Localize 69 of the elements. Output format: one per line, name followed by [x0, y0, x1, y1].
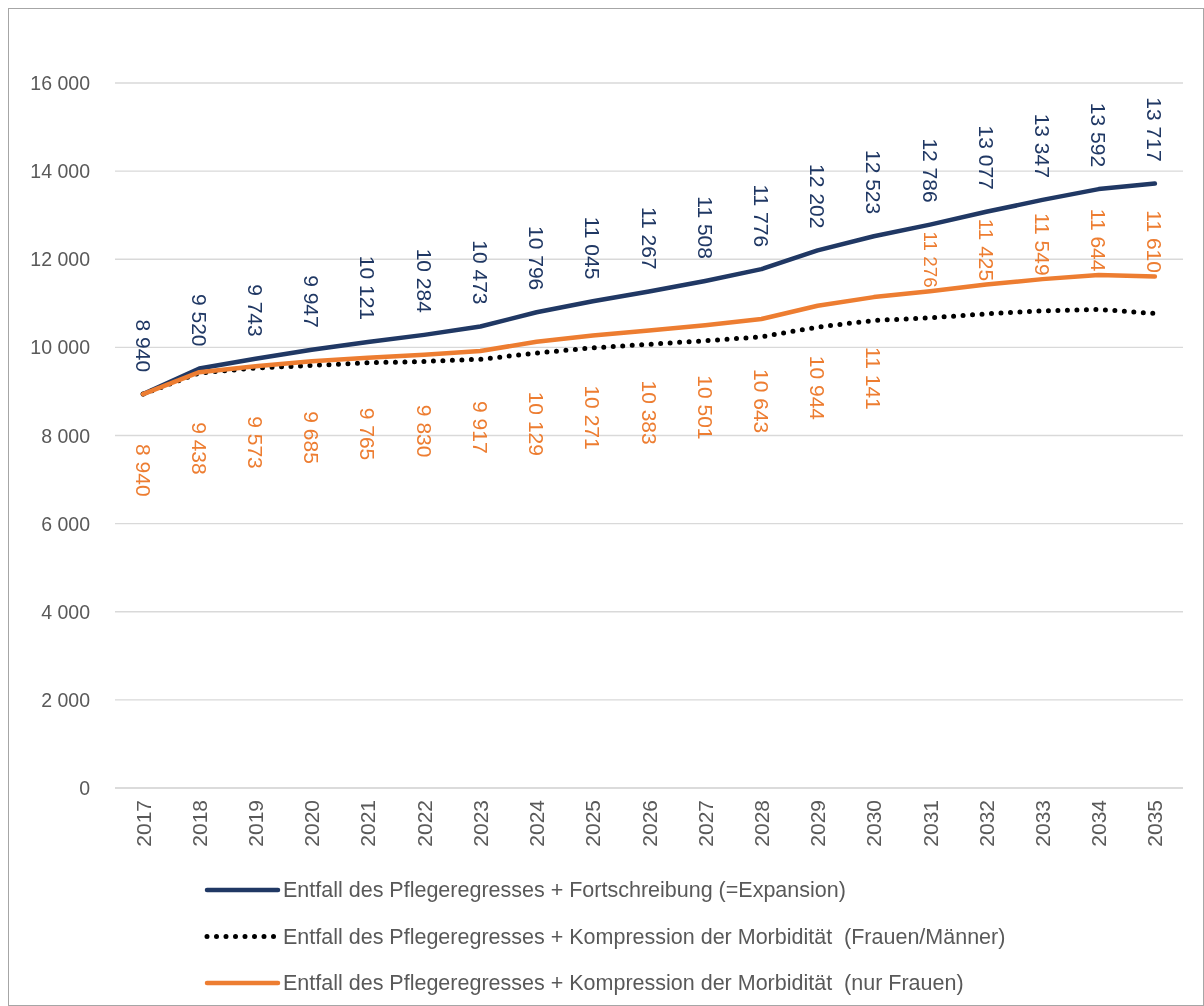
x-tick-label: 2019	[244, 800, 268, 847]
data-label: 9 947	[300, 275, 324, 328]
legend-label: Entfall des Pflegeregresses + Kompression der Morbidität (Frauen/Männer)	[283, 924, 1006, 949]
data-label: 10 501	[693, 375, 717, 440]
data-label: 11 644	[1087, 208, 1111, 272]
data-label: 10 121	[356, 255, 380, 321]
x-tick-label: 2022	[412, 800, 436, 847]
x-tick-label: 2029	[806, 800, 830, 847]
x-tick-label: 2031	[918, 800, 942, 847]
data-label: 11 276	[919, 231, 941, 288]
data-label: 9 573	[244, 416, 268, 469]
x-tick-label: 2023	[468, 800, 492, 847]
data-label: 13 592	[1087, 102, 1111, 168]
data-label: 12 523	[862, 149, 886, 215]
data-label: 11 610	[1143, 210, 1167, 273]
x-tick-label: 2026	[637, 800, 661, 847]
data-label: 9 765	[356, 407, 380, 461]
data-label: 9 685	[300, 411, 324, 464]
data-label: 11 045	[581, 216, 605, 280]
y-tick-label: 14 000	[30, 160, 91, 183]
data-label: 9 917	[468, 401, 492, 454]
x-tick-label: 2030	[862, 800, 886, 847]
legend-label: Entfall des Pflegeregresses + Fortschreibung (=Expansion)	[283, 878, 846, 902]
data-label: 10 271	[581, 385, 605, 450]
y-tick-label: 10 000	[30, 336, 91, 359]
data-label: 12 202	[806, 164, 830, 229]
data-label: 9 438	[187, 422, 211, 475]
data-label: 11 776	[749, 184, 773, 248]
data-label: 10 944	[806, 355, 830, 421]
x-tick-label: 2033	[1030, 800, 1054, 847]
x-tick-label: 2017	[131, 800, 155, 847]
x-tick-label: 2020	[300, 800, 324, 847]
data-label: 9 830	[412, 404, 436, 458]
data-label: 13 717	[1143, 97, 1167, 162]
y-tick-label: 0	[79, 777, 91, 799]
y-tick-label: 2 000	[41, 688, 91, 711]
data-label: 13 077	[974, 125, 998, 190]
data-label: 11 508	[693, 196, 717, 259]
data-label: 10 129	[525, 391, 549, 456]
data-label: 8 940	[131, 319, 155, 373]
data-label: 11 425	[974, 218, 998, 282]
x-tick-label: 2025	[581, 800, 605, 847]
data-label: 11 549	[1030, 212, 1054, 276]
y-tick-label: 4 000	[41, 600, 91, 623]
data-label: 8 940	[131, 444, 155, 497]
data-label: 13 347	[1030, 113, 1054, 178]
y-tick-label: 8 000	[41, 424, 91, 447]
legend-label: Entfall des Pflegeregresses + Kompression der Morbidität (nur Frauen)	[283, 971, 964, 995]
y-tick-label: 16 000	[30, 72, 91, 94]
data-label: 12 786	[918, 138, 942, 203]
x-tick-label: 2024	[525, 799, 549, 847]
x-tick-label: 2027	[693, 800, 717, 847]
x-tick-label: 2034	[1087, 799, 1111, 847]
y-tick-label: 6 000	[41, 512, 91, 535]
x-tick-label: 2035	[1143, 800, 1167, 847]
x-tick-label: 2021	[356, 800, 380, 847]
data-label: 11 267	[637, 206, 661, 270]
data-label: 10 383	[637, 380, 661, 445]
data-label: 9 520	[187, 293, 211, 347]
x-tick-label: 2032	[974, 800, 998, 847]
data-label: 11 141	[862, 347, 886, 410]
data-label: 10 284	[412, 248, 436, 314]
y-tick-label: 12 000	[30, 248, 91, 271]
data-label: 10 473	[468, 240, 492, 305]
data-label: 10 643	[749, 369, 773, 434]
x-tick-label: 2028	[749, 800, 773, 847]
data-label: 9 743	[244, 284, 268, 337]
x-tick-label: 2018	[187, 800, 211, 847]
data-label: 10 796	[525, 226, 549, 291]
